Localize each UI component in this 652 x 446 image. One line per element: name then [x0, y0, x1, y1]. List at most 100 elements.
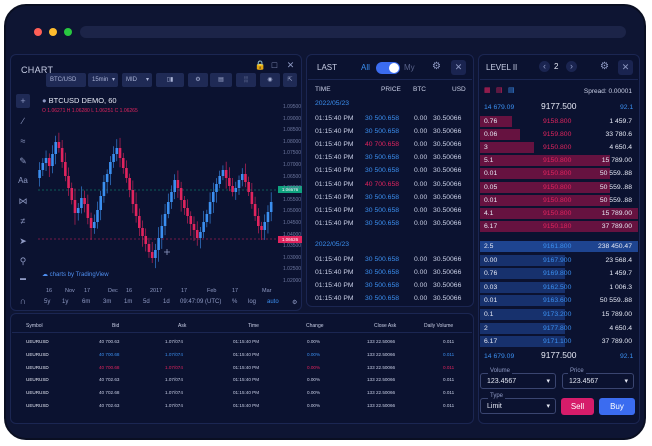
bid-row[interactable]: 0.1 9173.200 15 789.00 [480, 309, 638, 320]
ruler-icon[interactable]: ▬ [20, 276, 26, 282]
layout-icon-1[interactable]: ▦ [484, 87, 491, 94]
bid-row[interactable]: 0.01 9163.600 50 559..88 [480, 295, 638, 307]
bid-price: 9167.900 [543, 256, 572, 264]
range-button-5y[interactable]: 5y [44, 299, 51, 305]
x-tick-label: 17 [84, 288, 91, 294]
ask-row[interactable]: 4.1 9150.800 15 789.00 [480, 207, 638, 219]
layout-icon-2[interactable]: ▤ [496, 87, 503, 94]
range-button-3m[interactable]: 3m [103, 299, 112, 305]
level2-settings-icon[interactable]: ⚙ [600, 61, 609, 72]
price-field[interactable]: 123.4567 ▾ [562, 373, 634, 389]
fib-icon[interactable]: ≈ [20, 136, 26, 146]
opt-auto[interactable]: auto [267, 299, 279, 305]
settings-button[interactable]: ⚙ [188, 73, 208, 87]
all-my-toggle[interactable] [376, 62, 400, 74]
bid-row[interactable]: 2 9177.800 4 650.4 [480, 322, 638, 334]
trade-price: 30 500.658 [365, 206, 400, 214]
trade-usd: 30.50066 [433, 193, 462, 201]
bid-qty: 0.03 [484, 283, 498, 291]
ask-size: 1 459.7 [609, 118, 632, 125]
ask-row[interactable]: 6.17 9150.180 37 789.00 [480, 220, 638, 232]
address-bar[interactable] [80, 26, 626, 38]
zoom-icon[interactable]: ⚲ [19, 256, 27, 266]
range-button-1m[interactable]: 1m [124, 299, 133, 305]
ask-row[interactable]: 0.76 9158.800 1 459.7 [480, 116, 638, 127]
opt-percent[interactable]: % [232, 299, 238, 305]
depth-decrease-button[interactable]: ‹ [539, 61, 550, 72]
bid-row[interactable]: 2.5 9161.800 238 450.47 [480, 241, 638, 252]
magnet-icon[interactable]: ∩ [19, 296, 27, 306]
measure-icon[interactable]: ≠ [20, 216, 26, 226]
bid-row[interactable]: 0.00 9167.900 23 568.4 [480, 254, 638, 266]
pattern-icon[interactable]: ⋈ [18, 196, 28, 206]
depth-increase-button[interactable]: › [566, 61, 577, 72]
ask-size: 15 789.00 [601, 209, 632, 217]
text-icon[interactable]: Aa [18, 176, 28, 185]
trade-date: 2022/05/23 [315, 100, 350, 107]
ask-price: 9150.800 [543, 196, 572, 204]
range-button-5d[interactable]: 5d [143, 299, 150, 305]
trendline-icon[interactable]: ∕ [22, 116, 24, 126]
level2-close-icon[interactable]: ✕ [618, 60, 633, 75]
x-tick-label: 16 [46, 288, 53, 294]
indicators-button[interactable]: ▤ [210, 73, 232, 87]
chart-panel: CHART 🔒 □ ✕ [10, 54, 302, 311]
range-button-6m[interactable]: 6m [82, 299, 91, 305]
ask-row[interactable]: 5.1 9150.800 15 789.00 [480, 155, 638, 167]
camera-button[interactable]: ◉ [260, 73, 280, 87]
candle-style-button[interactable]: ▯▮ [156, 73, 184, 87]
compare-button[interactable]: ░ [236, 73, 256, 87]
filter-all[interactable]: All [361, 63, 370, 72]
chevron-down-icon: ▾ [145, 77, 149, 83]
crosshair-icon[interactable]: + [16, 94, 30, 108]
last-settings-icon[interactable]: ⚙ [432, 61, 441, 72]
maximize-dot[interactable] [64, 28, 72, 36]
volume-field[interactable]: 123.4567 ▾ [480, 373, 556, 389]
symbol-select[interactable]: BTC/USD [46, 73, 86, 87]
x-tick-label: 17 [232, 288, 239, 294]
ask-size: 4 650.4 [609, 144, 632, 152]
gear-icon: ⚙ [195, 77, 201, 83]
ask-row[interactable]: 0.06 9159.800 33 780.6 [480, 129, 638, 141]
ask-qty: 0.05 [484, 183, 498, 191]
bid-row[interactable]: 0.03 9162.500 1 006.3 [480, 281, 638, 293]
close-dot[interactable] [34, 28, 42, 36]
ask-row[interactable]: 0.01 9150.800 50 559..88 [480, 194, 638, 206]
close-icon[interactable]: ✕ [286, 60, 295, 70]
range-button-1d[interactable]: 1d [163, 299, 170, 305]
level2-bottom-right: 92.1 [620, 353, 634, 360]
bid-size: 1 459.7 [609, 270, 632, 278]
layout-icon-3[interactable]: ▤ [508, 87, 515, 94]
ask-row[interactable]: 3 9150.800 4 650.4 [480, 142, 638, 154]
bid-row[interactable]: 6.17 9171.100 37 789.00 [480, 336, 638, 348]
arrow-icon[interactable]: ➤ [19, 236, 27, 246]
filter-my[interactable]: My [404, 63, 415, 72]
last-close-icon[interactable]: ✕ [451, 60, 466, 75]
brush-icon[interactable]: ✎ [19, 156, 27, 166]
lock-icon[interactable]: 🔒 [254, 60, 267, 70]
ask-row[interactable]: 0.01 9150.800 50 559..88 [480, 168, 638, 180]
type-select[interactable]: Limit ▾ [480, 398, 556, 414]
candle-body [253, 204, 257, 216]
opt-log[interactable]: log [248, 299, 257, 305]
minimize-dot[interactable] [49, 28, 57, 36]
cell-ask: 1.07/074 [165, 390, 183, 396]
trade-price: 30 500.658 [365, 193, 400, 201]
sell-button[interactable]: Sell [561, 398, 594, 415]
fullscreen-button[interactable]: ⇱ [283, 73, 297, 87]
range-button-1y[interactable]: 1y [62, 299, 69, 305]
bid-price: 9163.600 [543, 297, 572, 305]
candle-body [44, 158, 48, 163]
popout-icon[interactable]: □ [271, 60, 278, 70]
type-select[interactable]: MID ▾ [122, 73, 152, 87]
cell-bid: 40 702.68 [99, 390, 120, 396]
ask-row[interactable]: 0.05 9150.800 50 559..88 [480, 181, 638, 193]
buy-button[interactable]: Buy [599, 398, 635, 415]
chevron-down-icon: ▾ [111, 77, 115, 83]
chart-settings-icon[interactable]: ⚙ [292, 300, 298, 306]
chart-icon: ▤ [218, 77, 224, 83]
bid-row[interactable]: 0.76 9169.800 1 459.7 [480, 268, 638, 280]
cell-symbol: UEURUSD [26, 403, 49, 408]
candles-svg [38, 132, 276, 269]
interval-select[interactable]: 15min ▾ [88, 73, 118, 87]
